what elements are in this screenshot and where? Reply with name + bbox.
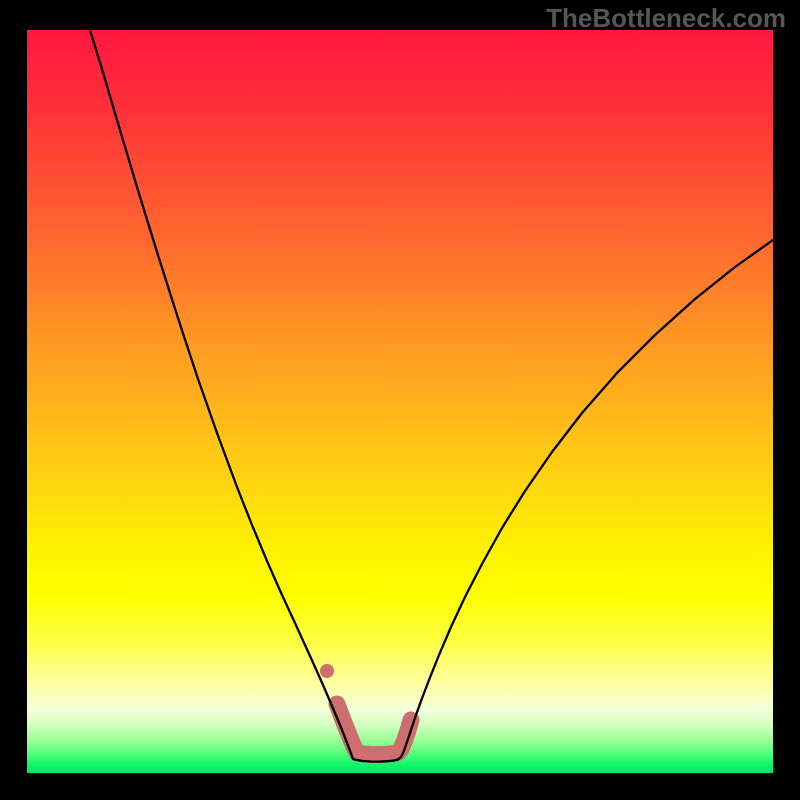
- watermark-label: TheBottleneck.com: [546, 3, 786, 34]
- chart-svg: [27, 30, 773, 773]
- bottleneck-curve: [90, 30, 773, 762]
- plot-area: [27, 30, 773, 773]
- highlight-dot: [320, 664, 334, 678]
